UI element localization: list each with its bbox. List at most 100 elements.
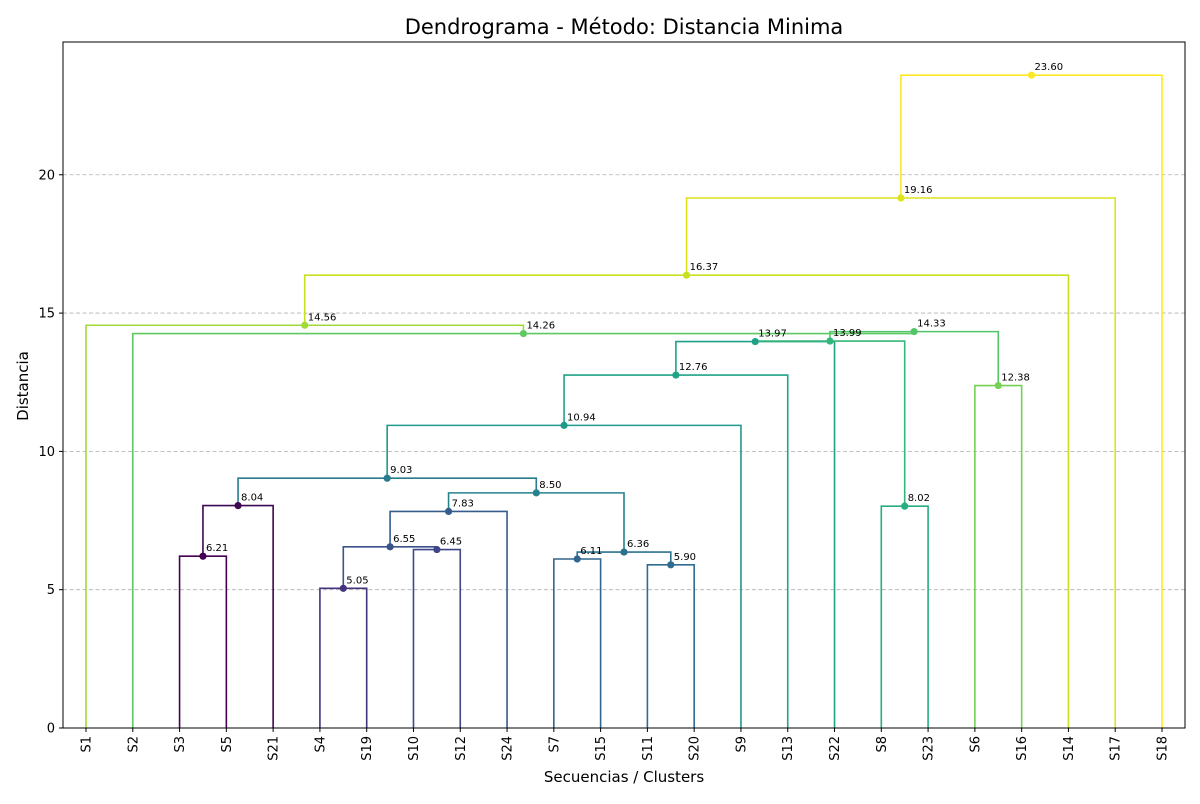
- merge-node-marker: [199, 552, 207, 560]
- leaf-label: S12: [454, 736, 469, 761]
- y-tick-label: 20: [38, 168, 55, 183]
- leaf-label: S22: [828, 736, 843, 761]
- grid: [63, 174, 1185, 591]
- plot-frame: [62, 41, 1186, 729]
- leaf-label: S16: [1015, 736, 1030, 761]
- merge-height-label: 7.83: [452, 498, 474, 509]
- merge-node-marker: [1027, 71, 1036, 79]
- dendrogram-link: [237, 477, 538, 506]
- merge-node-marker: [910, 328, 918, 336]
- y-tick-label: 15: [38, 307, 55, 322]
- merge-node-marker: [897, 194, 905, 202]
- leaf-label: S18: [1156, 736, 1171, 761]
- dendrogram-link: [178, 555, 228, 728]
- dendrogram-link: [754, 340, 906, 507]
- merge-nodes: 5.05 5.90 6.11 6.21 6.45 6.55 6.36 7.83 8.02 8.04…: [199, 62, 1063, 592]
- merge-node-marker: [667, 561, 675, 569]
- dendrogram-link: [553, 558, 602, 728]
- merge-node-marker: [994, 381, 1002, 390]
- merge-height-label: 8.50: [539, 480, 561, 491]
- leaf-label: S2: [126, 736, 141, 753]
- merge-height-label: 13.99: [833, 328, 862, 339]
- leaf-label: S1: [80, 736, 95, 753]
- merge-height-label: 10.94: [567, 412, 596, 423]
- leaf-label: S5: [220, 736, 235, 753]
- merge-height-label: 14.26: [526, 321, 555, 332]
- merge-node-marker: [532, 489, 540, 497]
- merge-node-marker: [573, 555, 581, 563]
- leaf-label: S14: [1062, 736, 1077, 761]
- dendrogram-link: [319, 587, 368, 728]
- dendrogram-links: [85, 74, 1163, 728]
- merge-height-label: 8.02: [908, 493, 930, 504]
- merge-node-marker: [383, 474, 391, 482]
- merge-height-label: 5.05: [346, 575, 368, 586]
- merge-height-label: 23.60: [1034, 62, 1063, 73]
- dendrogram-link: [303, 274, 1070, 728]
- merge-node-marker: [519, 329, 528, 338]
- y-tick-label: 10: [38, 445, 55, 460]
- merge-node-marker: [386, 543, 394, 551]
- merge-node-marker: [826, 337, 834, 345]
- merge-height-label: 19.16: [904, 185, 933, 196]
- leaf-label: S24: [501, 736, 516, 761]
- leaf-label: S19: [360, 736, 375, 761]
- leaf-label: S6: [968, 736, 983, 753]
- merge-node-marker: [682, 271, 691, 279]
- merge-node-marker: [672, 371, 680, 379]
- dendrogram-link: [880, 505, 929, 728]
- leaf-label: S3: [173, 736, 188, 753]
- merge-height-label: 5.90: [674, 552, 696, 563]
- axes: 0 5 10 15 20 S1 S2 S3 S5 S21 S4 S19 S10 S12 S24 S7 S15 S1…: [38, 41, 1186, 761]
- merge-node-marker: [901, 502, 909, 510]
- dendrogram-link: [675, 340, 836, 728]
- leaf-label: S7: [547, 736, 562, 753]
- dendrogram-link: [646, 563, 695, 728]
- merge-node-marker: [301, 321, 309, 329]
- y-axis-label: Distancia: [14, 351, 32, 421]
- leaf-label: S20: [688, 736, 703, 761]
- leaf-label: S15: [594, 736, 609, 761]
- merge-node-marker: [444, 507, 453, 516]
- leaf-label: S8: [875, 736, 890, 753]
- y-tick-label: 0: [47, 722, 55, 737]
- merge-height-label: 14.56: [308, 312, 337, 323]
- merge-node-marker: [339, 584, 347, 592]
- leaf-label: S4: [313, 736, 328, 753]
- merge-height-label: 6.36: [627, 539, 649, 550]
- merge-height-label: 12.76: [679, 362, 708, 373]
- dendrogram-link: [829, 330, 1000, 386]
- merge-node-marker: [234, 502, 242, 510]
- merge-node-marker: [433, 545, 441, 554]
- merge-node-marker: [560, 421, 568, 429]
- leaf-label: S9: [734, 736, 749, 753]
- merge-height-label: 13.97: [758, 329, 787, 340]
- dendrogram-link: [386, 424, 742, 728]
- leaf-label: S11: [641, 736, 656, 761]
- dendrogram-link: [412, 548, 462, 728]
- merge-height-label: 12.38: [1001, 373, 1030, 384]
- dendrogram-link: [85, 324, 525, 728]
- merge-node-marker: [620, 548, 628, 556]
- merge-height-label: 8.04: [241, 493, 263, 504]
- chart-title: Dendrograma - Método: Distancia Minima: [405, 15, 844, 39]
- dendrogram-link: [900, 74, 1163, 728]
- merge-height-label: 6.55: [393, 534, 415, 545]
- dendrogram-link: [974, 384, 1023, 728]
- leaf-label: S23: [922, 736, 937, 761]
- merge-height-label: 6.11: [580, 546, 602, 557]
- merge-height-label: 9.03: [390, 465, 412, 476]
- dendrogram-link: [131, 331, 915, 728]
- leaf-label: S21: [267, 736, 282, 761]
- merge-height-label: 14.33: [917, 319, 946, 330]
- merge-node-marker: [751, 337, 759, 346]
- merge-height-label: 6.21: [206, 543, 228, 554]
- x-axis-label: Secuencias / Clusters: [544, 768, 704, 786]
- leaf-label: S17: [1109, 736, 1124, 761]
- leaf-label: S13: [781, 736, 796, 761]
- merge-height-label: 16.37: [690, 262, 719, 273]
- dendrogram-link: [685, 197, 1117, 728]
- leaf-label: S10: [407, 736, 422, 761]
